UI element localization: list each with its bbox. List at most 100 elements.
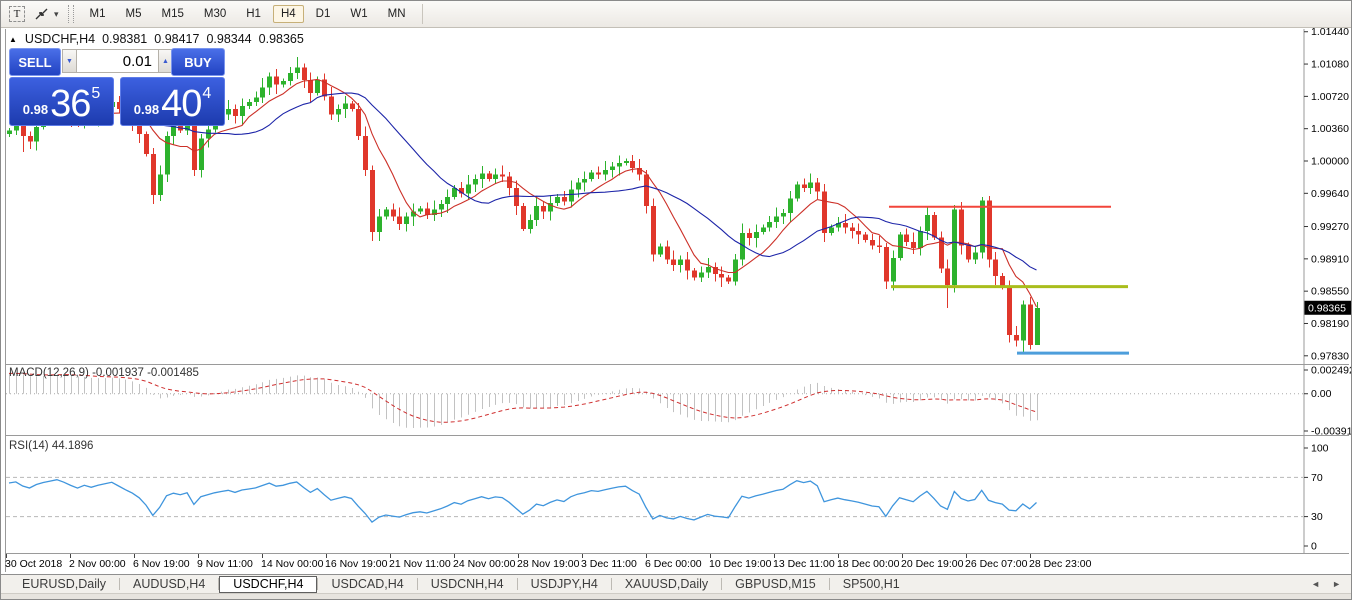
timeframe-button-m15[interactable]: M15 [161,8,184,20]
buy-price-display[interactable]: 0.98 40 4 [120,77,225,126]
price-tick-label: 0.99270 [1311,221,1349,233]
chevron-down-icon[interactable]: ▾ [54,8,59,19]
candle-body [473,178,478,185]
toolbar-separator [421,4,423,24]
chart-tabs-bar: EURUSD,Daily AUDUSD,H4 USDCHF,H4 USDCAD,H4 U… [1,574,1351,593]
candle-body [1000,275,1005,287]
candle-body [692,270,697,278]
candle-body [377,216,382,232]
volume-decrease-button[interactable]: ▼ [62,49,77,73]
rsi-value: 44.1896 [51,440,94,452]
chart-tab-usdjpy-h4[interactable]: USDJPY,H4 [530,577,598,591]
candle-body [808,182,813,188]
toolbar-grip[interactable] [67,5,74,23]
candle-body [288,73,293,82]
candle-body [637,168,642,175]
candle-body [370,169,375,232]
text-tool-icon: T [9,6,25,22]
timeframe-button-m30[interactable]: M30 [203,8,227,20]
candle-body [329,96,334,115]
candle-body [350,103,355,109]
chart-tab-eurusd-daily[interactable]: EURUSD,Daily [22,577,107,591]
top-toolbar: T ▾ M1 M5 M15 M30 H1 H4 D1 W1 MN [1,1,1351,28]
chart-tab-audusd-h4[interactable]: AUDUSD,H4 [133,577,206,591]
candle-body [925,214,930,232]
volume-input[interactable] [77,49,158,73]
tab-scroll-arrows: ◄ ► [1311,579,1351,589]
tab-scroll-left-icon[interactable]: ◄ [1311,579,1321,589]
price-tick-label: 0.98190 [1311,318,1349,330]
candle-body [678,259,683,266]
candle-body [713,266,718,275]
timeframe-button-m5[interactable]: M5 [125,8,142,20]
candle-body [918,231,923,249]
candle-body [829,227,834,233]
chart-tab-usdcnh-h4[interactable]: USDCNH,H4 [430,577,504,591]
macd-name: MACD(12,26,9) [9,367,89,379]
candle-body [658,246,663,255]
chart-tab-xauusd-daily[interactable]: XAUUSD,Daily [624,577,709,591]
sell-price-small: 0.98 [22,102,49,117]
candle-body [28,135,33,142]
chart-tab-gbpusd-m15[interactable]: GBPUSD,M15 [735,577,816,591]
chart-tab-usdcad-h4[interactable]: USDCAD,H4 [331,577,404,591]
candle-body [541,205,546,212]
candle-body [7,130,12,135]
tab-separator [721,578,723,590]
candle-body [308,80,313,93]
timeframe-button-h1[interactable]: H1 [246,8,261,20]
chart-tab-usdchf-h4[interactable]: USDCHF,H4 [219,575,318,593]
collapse-triangle-icon[interactable]: ▲ [9,34,17,44]
candle-body [863,234,868,240]
time-tick-label: 30 Oct 2018 [5,558,62,570]
timeframe-button-d1[interactable]: D1 [315,8,331,20]
price-tick-label: 0.97830 [1311,350,1349,362]
time-tick-label: 16 Nov 19:00 [325,558,388,570]
candle-body [802,184,807,188]
time-tick-label: 20 Dec 19:00 [901,558,964,570]
candle-body [267,76,272,88]
buy-button[interactable]: BUY [171,48,225,76]
timeframe-button-h4[interactable]: H4 [272,5,304,23]
candle-body [459,187,464,194]
candle-body [767,222,772,228]
candle-body [254,97,259,102]
candle-body [1035,307,1040,346]
candle-body [644,174,649,206]
candle-body [206,129,211,139]
candle-body [733,259,738,282]
candle-body [973,252,978,260]
candle-body [685,259,690,271]
sell-price-display[interactable]: 0.98 36 5 [9,77,114,126]
candle-body [493,174,498,179]
candle-body [945,268,950,285]
candle-body [630,161,635,169]
price-tick-label: 1.01440 [1311,28,1349,38]
macd-signal-value: -0.001485 [147,367,199,379]
text-tool-button[interactable]: T [7,4,27,24]
timeframe-button-w1[interactable]: W1 [350,8,368,20]
candle-body [562,196,567,202]
candle-body [226,108,231,115]
quote-close: 0.98365 [258,32,304,46]
macd-tick-label: -0.003913 [1311,426,1352,438]
ma-slow-line [125,92,1037,271]
price-tick-label: 0.98550 [1311,286,1349,298]
chart-tab-sp500-h1[interactable]: SP500,H1 [842,577,900,591]
candle-body [466,184,471,194]
timeframe-button-m1[interactable]: M1 [89,8,106,20]
time-tick-label: 26 Dec 07:00 [965,558,1028,570]
candle-body [528,220,533,230]
price-chart[interactable]: 1.01440 1.01080 1.00720 1.00360 1.00000 0.996… [1,28,1352,574]
time-tick-label: 24 Nov 00:00 [453,558,516,570]
price-tick-label: 1.00360 [1311,123,1349,135]
tab-scroll-right-icon[interactable]: ► [1332,579,1341,589]
candle-body [439,204,444,210]
candle-body [877,245,882,248]
candle-body [843,222,848,228]
candle-body [480,173,485,179]
sell-button[interactable]: SELL [9,48,61,76]
arrows-tool-button[interactable] [31,4,51,24]
timeframe-button-mn[interactable]: MN [387,8,406,20]
candle-body [534,205,539,221]
